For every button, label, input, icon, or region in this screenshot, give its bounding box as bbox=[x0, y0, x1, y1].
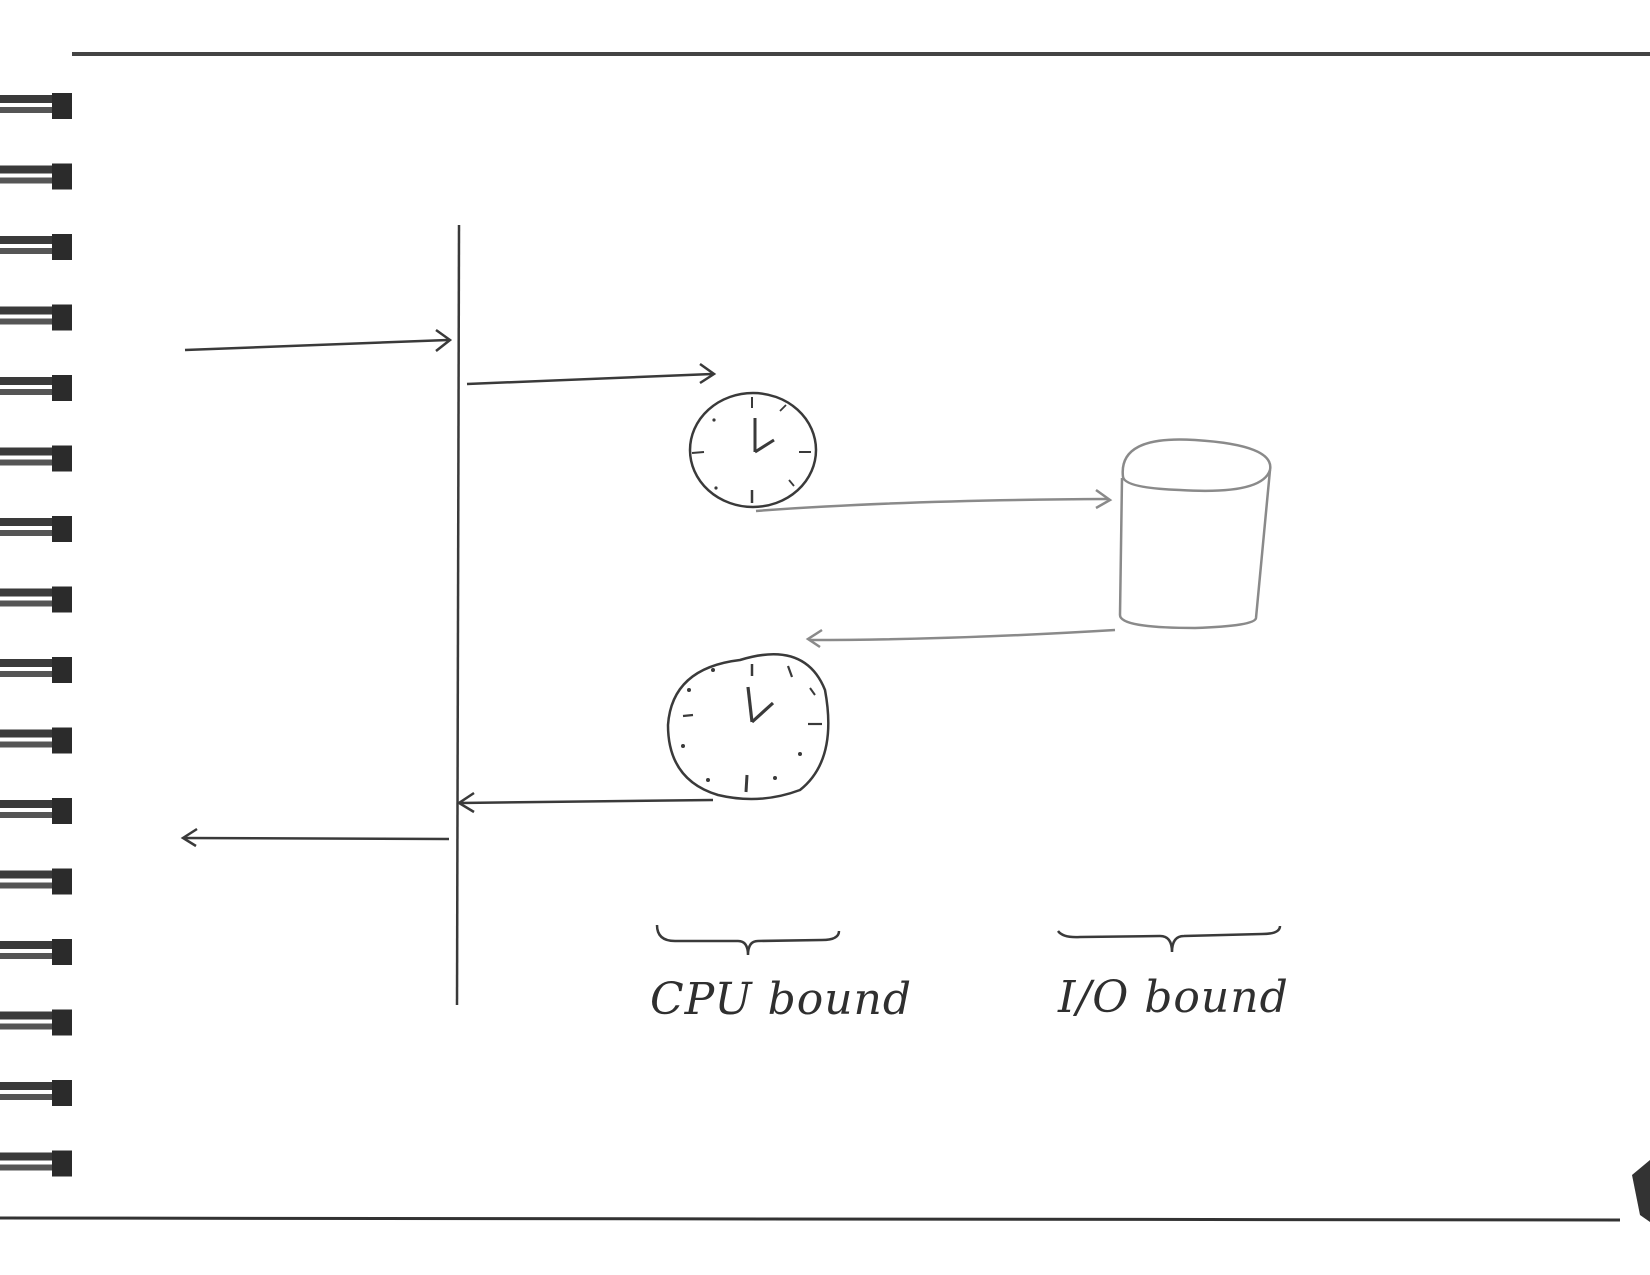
clock-icon bbox=[688, 391, 818, 509]
spiral-ring bbox=[0, 163, 72, 190]
spiral-ring bbox=[0, 304, 72, 331]
spiral-ring bbox=[0, 586, 72, 613]
spiral-ring bbox=[0, 234, 72, 260]
io-bound-label: I/O bound bbox=[1057, 972, 1289, 1023]
spiral-ring bbox=[0, 375, 72, 401]
response-arrow bbox=[456, 791, 714, 814]
timeline-axis bbox=[455, 224, 461, 1006]
spiral-ring bbox=[0, 93, 72, 119]
spiral-ring bbox=[0, 939, 72, 965]
spiral-ring bbox=[0, 1009, 72, 1036]
io-bound-brace bbox=[1056, 925, 1282, 953]
spiral-ring bbox=[0, 516, 72, 542]
spiral-ring bbox=[0, 1150, 72, 1177]
spiral-ring bbox=[0, 727, 72, 754]
spiral-ring bbox=[0, 868, 72, 895]
spiral-ring bbox=[0, 798, 72, 824]
incoming-request-arrow bbox=[184, 328, 453, 352]
spiral-ring bbox=[0, 445, 72, 472]
io-request-arrow bbox=[755, 488, 1113, 513]
io-response-arrow bbox=[805, 628, 1116, 649]
spiral-ring bbox=[0, 657, 72, 683]
outgoing-response-arrow bbox=[180, 827, 450, 848]
cpu-bound-brace bbox=[655, 924, 841, 956]
clock-icon bbox=[666, 653, 830, 801]
paper-border bbox=[0, 52, 1650, 1222]
spiral-binding bbox=[0, 93, 72, 1177]
dispatch-arrow bbox=[466, 362, 717, 386]
database-cylinder-icon bbox=[1118, 438, 1272, 630]
spiral-ring bbox=[0, 1080, 72, 1106]
cpu-bound-label: CPU bound bbox=[650, 974, 912, 1025]
